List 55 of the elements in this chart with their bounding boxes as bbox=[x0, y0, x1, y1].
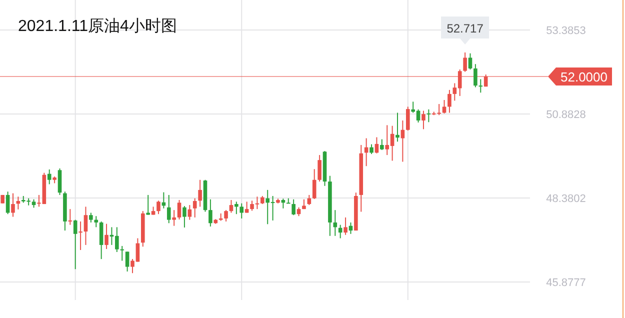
candlestick bbox=[94, 216, 98, 228]
candlestick bbox=[78, 220, 82, 250]
candlestick bbox=[99, 220, 104, 260]
candlestick bbox=[484, 74, 488, 88]
candlestick bbox=[468, 52, 472, 70]
candlestick bbox=[312, 168, 316, 200]
candlestick bbox=[463, 52, 467, 72]
candlestick bbox=[229, 200, 234, 214]
candlestick bbox=[182, 206, 186, 228]
candlestick bbox=[406, 106, 410, 132]
ref-label: 52.0000 bbox=[560, 70, 608, 84]
candlestick bbox=[208, 198, 212, 228]
candlestick bbox=[6, 191, 10, 215]
candlestick bbox=[172, 210, 176, 226]
candlestick bbox=[156, 200, 160, 215]
candlestick bbox=[370, 144, 374, 155]
candlestick bbox=[318, 154, 322, 182]
ytick: 53.3853 bbox=[546, 25, 586, 38]
candlestick bbox=[146, 194, 150, 216]
candlestick bbox=[47, 168, 52, 185]
candlestick bbox=[120, 245, 124, 262]
candlestick bbox=[68, 208, 72, 226]
candlestick bbox=[11, 192, 15, 218]
candlestick bbox=[198, 179, 202, 208]
annotation: 52.717 bbox=[446, 21, 484, 36]
candlestick bbox=[422, 110, 426, 130]
candlestick bbox=[58, 168, 62, 196]
candlestick bbox=[192, 198, 197, 218]
candlestick bbox=[292, 198, 296, 216]
candlestick bbox=[396, 112, 400, 142]
candlestick bbox=[426, 108, 431, 123]
ytick: 50.8828 bbox=[546, 109, 586, 121]
candlestick bbox=[104, 223, 108, 250]
candlestick bbox=[188, 204, 192, 220]
candlestick bbox=[177, 200, 182, 220]
candlestick bbox=[89, 212, 93, 223]
candlestick bbox=[125, 251, 130, 272]
candlestick bbox=[400, 120, 405, 162]
candlestick bbox=[478, 78, 483, 94]
candlestick bbox=[234, 201, 238, 215]
candlestick bbox=[344, 216, 348, 236]
candlestick bbox=[73, 219, 78, 270]
candlestick bbox=[442, 100, 446, 114]
candlestick bbox=[333, 210, 338, 236]
candlestick bbox=[474, 64, 478, 88]
candlestick bbox=[84, 206, 88, 246]
candlestick bbox=[240, 202, 244, 219]
candlestick bbox=[224, 210, 228, 222]
title: 2021.1.11原油4小时图 bbox=[18, 18, 177, 35]
candlestick bbox=[244, 201, 249, 214]
candlestick bbox=[448, 89, 452, 114]
candlestick bbox=[380, 138, 384, 150]
ytick: 48.3802 bbox=[546, 192, 586, 205]
ytick: 45.8777 bbox=[546, 276, 586, 289]
candlestick bbox=[166, 194, 171, 224]
